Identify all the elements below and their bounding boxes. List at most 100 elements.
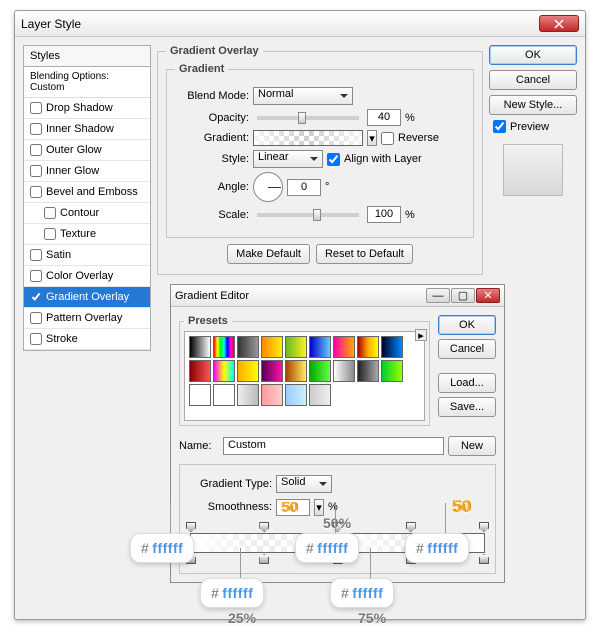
smooth-input[interactable]: 50 (276, 499, 310, 516)
scale-input[interactable]: 100 (367, 206, 401, 223)
style-checkbox[interactable] (30, 291, 42, 303)
preset-swatch[interactable] (309, 336, 331, 358)
style-checkbox[interactable] (30, 144, 42, 156)
preset-swatch[interactable] (309, 360, 331, 382)
opacity-stop[interactable] (406, 522, 416, 532)
chevron-down-icon[interactable]: ▾ (367, 130, 377, 146)
blend-mode-select[interactable]: Normal (253, 87, 353, 105)
angle-input[interactable]: 0 (287, 179, 321, 196)
presets-menu-icon[interactable]: ▸ (415, 329, 427, 341)
style-checkbox[interactable] (30, 249, 42, 261)
style-item-drop-shadow[interactable]: Drop Shadow (24, 98, 150, 119)
style-item-bevel-and-emboss[interactable]: Bevel and Emboss (24, 182, 150, 203)
style-item-texture[interactable]: Texture (24, 224, 150, 245)
preset-swatch[interactable] (213, 384, 235, 406)
gradient-editor-titlebar[interactable]: Gradient Editor — ▢ ✕ (171, 285, 504, 307)
preset-swatch[interactable] (357, 336, 379, 358)
ge-save-button[interactable]: Save... (438, 397, 496, 417)
preset-swatch[interactable] (237, 384, 259, 406)
style-item-outer-glow[interactable]: Outer Glow (24, 140, 150, 161)
preset-swatch[interactable] (189, 384, 211, 406)
preset-swatch[interactable] (357, 360, 379, 382)
ge-new-button[interactable]: New (448, 436, 496, 456)
preset-swatch[interactable] (285, 360, 307, 382)
style-item-stroke[interactable]: Stroke (24, 329, 150, 350)
preset-swatch[interactable] (213, 360, 235, 382)
style-item-inner-glow[interactable]: Inner Glow (24, 161, 150, 182)
opacity-stop[interactable] (259, 522, 269, 532)
style-checkbox[interactable] (44, 228, 56, 240)
preset-swatch[interactable] (261, 384, 283, 406)
chevron-down-icon[interactable]: ▾ (314, 499, 324, 516)
connector-line (445, 503, 446, 533)
preset-swatch[interactable] (381, 360, 403, 382)
preset-swatch[interactable] (285, 384, 307, 406)
name-input[interactable]: Custom (223, 437, 444, 455)
opacity-input[interactable]: 40 (367, 109, 401, 126)
style-item-contour[interactable]: Contour (24, 203, 150, 224)
new-style-button[interactable]: New Style... (489, 95, 577, 115)
preset-swatch[interactable] (333, 336, 355, 358)
preset-swatch[interactable] (261, 360, 283, 382)
style-checkbox[interactable] (30, 270, 42, 282)
maximize-icon[interactable]: ▢ (451, 288, 475, 303)
angle-wheel[interactable] (253, 172, 283, 202)
style-item-gradient-overlay[interactable]: Gradient Overlay (24, 287, 150, 308)
ok-button[interactable]: OK (489, 45, 577, 65)
preset-swatch[interactable] (285, 336, 307, 358)
style-checkbox[interactable] (30, 102, 42, 114)
preset-swatch[interactable] (189, 360, 211, 382)
preset-swatch[interactable] (237, 336, 259, 358)
preset-swatch[interactable] (381, 336, 403, 358)
style-checkbox[interactable] (30, 333, 42, 345)
style-item-inner-shadow[interactable]: Inner Shadow (24, 119, 150, 140)
ge-cancel-button[interactable]: Cancel (438, 339, 496, 359)
opacity-slider[interactable] (257, 116, 359, 120)
ge-load-button[interactable]: Load... (438, 373, 496, 393)
presets-list[interactable] (184, 331, 425, 421)
align-checkbox[interactable] (327, 153, 340, 166)
color-callout: #ffffff (200, 578, 264, 608)
reverse-checkbox[interactable] (381, 132, 394, 145)
titlebar[interactable]: Layer Style (15, 11, 585, 37)
preview-checkbox[interactable] (493, 120, 506, 133)
minimize-icon[interactable]: — (426, 288, 450, 303)
cancel-button[interactable]: Cancel (489, 70, 577, 90)
preset-swatch[interactable] (261, 336, 283, 358)
preset-swatch[interactable] (309, 384, 331, 406)
style-checkbox[interactable] (30, 312, 42, 324)
color-stop[interactable] (259, 554, 269, 564)
preset-swatch[interactable] (213, 336, 235, 358)
style-checkbox[interactable] (30, 165, 42, 177)
color-stop[interactable] (479, 554, 489, 564)
style-checkbox[interactable] (30, 123, 42, 135)
scale-slider[interactable] (257, 213, 359, 217)
reset-default-button[interactable]: Reset to Default (316, 244, 413, 264)
opacity-stop[interactable] (186, 522, 196, 532)
close-icon[interactable] (539, 15, 579, 32)
color-callout: #ffffff (295, 533, 359, 563)
style-label: Inner Glow (46, 165, 99, 177)
make-default-button[interactable]: Make Default (227, 244, 310, 264)
preset-swatch[interactable] (189, 336, 211, 358)
style-item-pattern-overlay[interactable]: Pattern Overlay (24, 308, 150, 329)
preset-swatch[interactable] (333, 360, 355, 382)
close-icon[interactable]: ✕ (476, 288, 500, 303)
blending-options-row[interactable]: Blending Options: Custom (24, 67, 150, 98)
style-checkbox[interactable] (30, 186, 42, 198)
gtype-select[interactable]: Solid (276, 475, 332, 493)
style-item-color-overlay[interactable]: Color Overlay (24, 266, 150, 287)
gradient-swatch[interactable] (253, 130, 363, 146)
styles-header[interactable]: Styles (24, 46, 150, 67)
blend-mode-label: Blend Mode: (175, 90, 249, 102)
preset-swatch[interactable] (237, 360, 259, 382)
style-item-satin[interactable]: Satin (24, 245, 150, 266)
presets-group: Presets ▸ (179, 315, 430, 426)
color-callout: #ffffff (130, 533, 194, 563)
opacity-stop[interactable] (479, 522, 489, 532)
style-label: Pattern Overlay (46, 312, 122, 324)
style-checkbox[interactable] (44, 207, 56, 219)
style-select[interactable]: Linear (253, 150, 323, 168)
ge-ok-button[interactable]: OK (438, 315, 496, 335)
pct-annotation: 75% (358, 610, 386, 626)
